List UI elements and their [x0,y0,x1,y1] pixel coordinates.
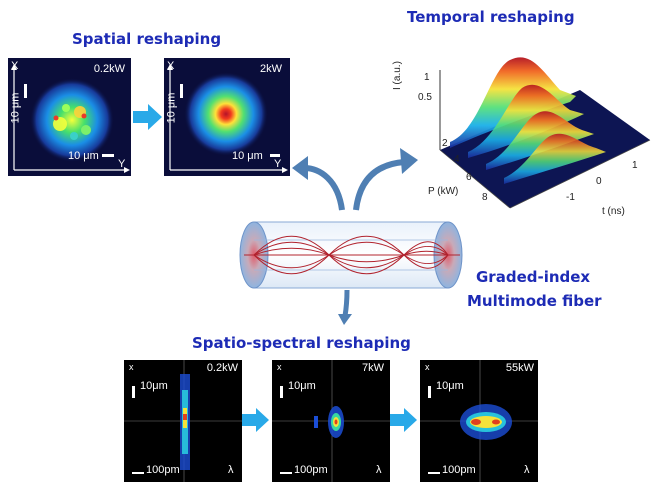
axis-x-label: X [11,60,19,72]
vertical-scale-label: 10μm [436,380,464,392]
p-tick-2: 2 [442,138,448,149]
lambda-axis-label: λ [228,464,234,476]
horizontal-scale-label: 10 μm [68,150,99,162]
horizontal-scale-label: 100pm [442,464,476,476]
vertical-scale-label: 10μm [140,380,168,392]
power-label: 0.2kW [93,63,125,75]
z-tick-1: 1 [424,72,430,83]
right-arrow-icon [133,104,162,130]
axis-x-label: x [129,362,134,372]
spectral-map-narrowing [272,360,390,482]
arrow-to-spectral-icon [338,290,352,325]
spatial-panel-high-power: 2kW X Y 10 μm 10 μm [164,58,290,176]
axis-x-label: X [167,60,175,72]
p-axis-label: P (kW) [428,186,459,197]
right-arrow-icon [242,408,269,432]
temporal-waterfall [439,57,651,209]
intensity-axis-label: I (a.u.) [392,61,403,90]
spectral-panel-high-power: 55kW x 10μm 100pm λ [420,360,538,482]
power-label: 55kW [505,362,534,374]
spectral-panel-mid-power: 7kW x 10μm 100pm λ [272,360,390,482]
temporal-plot: I (a.u.) 1 0.5 2 4 6 8 P (kW) -1 0 1 t (… [370,30,652,222]
lambda-axis-label: λ [524,464,530,476]
axis-x-label: x [425,362,430,372]
p-tick-8: 8 [482,192,488,203]
axis-y-label: Y [118,158,126,170]
axis-x-label: x [277,362,282,372]
p-tick-4: 4 [454,154,460,165]
temporal-reshaping-title: Temporal reshaping [407,8,575,26]
spectral-map-broadened [420,360,538,482]
spectral-panel-low-power: 0.2kW x 10μm 100pm λ [124,360,242,482]
axis-y-label: Y [274,158,282,170]
vertical-scale-label: 10 μm [9,92,22,124]
t-tick-0: 0 [596,176,602,187]
fiber-label-line2: Multimode fiber [467,292,602,310]
curved-arrow-to-temporal-icon [353,148,418,211]
t-tick-minus1: -1 [566,192,575,203]
spatio-spectral-title: Spatio-spectral reshaping [192,334,411,352]
z-tick-05: 0.5 [418,92,432,103]
beam-profile-cleaned [167,64,288,173]
p-tick-6: 6 [466,172,472,183]
power-label: 7kW [362,362,384,374]
horizontal-scale-label: 100pm [146,464,180,476]
vertical-scale-label: 10 μm [165,92,178,124]
vertical-scale-label: 10μm [288,380,316,392]
horizontal-scale-label: 10 μm [232,150,263,162]
spatial-reshaping-title: Spatial reshaping [72,30,222,48]
beam-profile-speckled [11,64,130,173]
lambda-axis-label: λ [376,464,382,476]
t-axis-label: t (ns) [602,206,625,217]
multimode-fiber-illustration [234,210,468,300]
horizontal-scale-label: 100pm [294,464,328,476]
t-tick-1: 1 [632,160,638,171]
curved-arrow-to-spatial-icon [292,156,345,211]
spatial-panel-low-power: 0.2kW X Y 10 μm 10 μm [8,58,131,176]
fiber-label-line1: Graded-index [476,268,591,286]
power-label: 0.2kW [206,362,238,374]
right-arrow-icon [390,408,417,432]
power-label: 2kW [260,63,282,75]
spectral-map-broad [124,360,242,482]
